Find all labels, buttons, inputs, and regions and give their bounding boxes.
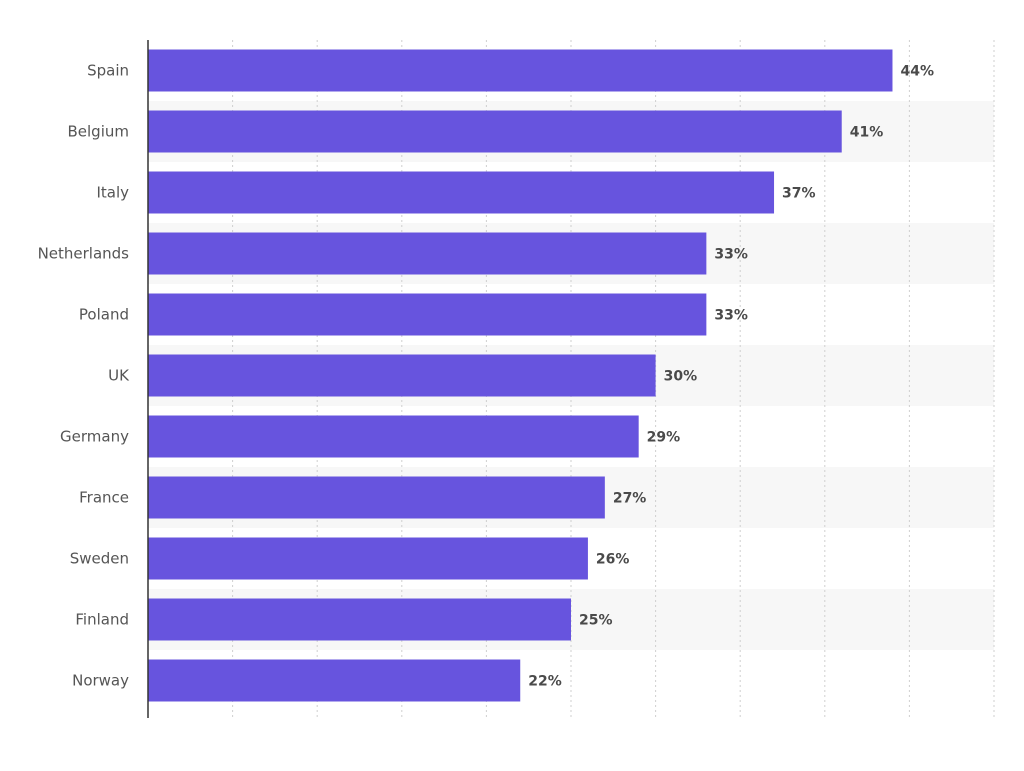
category-label-belgium: Belgium xyxy=(68,123,130,141)
value-label-sweden: 26% xyxy=(596,552,630,568)
category-label-spain: Spain xyxy=(87,62,129,80)
category-label-finland: Finland xyxy=(75,611,129,629)
bar-poland xyxy=(148,293,707,336)
bar-belgium xyxy=(148,110,842,153)
value-label-poland: 33% xyxy=(714,308,748,324)
bar-sweden xyxy=(148,537,588,580)
value-label-netherlands: 33% xyxy=(714,247,748,263)
bar-spain xyxy=(148,49,893,92)
bar-germany xyxy=(148,415,639,458)
value-label-germany: 29% xyxy=(647,430,681,446)
value-label-italy: 37% xyxy=(782,186,816,202)
category-label-germany: Germany xyxy=(60,428,129,446)
value-label-spain: 44% xyxy=(900,64,934,80)
bar-uk xyxy=(148,354,656,397)
bars xyxy=(148,49,893,702)
value-label-uk: 30% xyxy=(664,369,698,385)
bar-france xyxy=(148,476,605,519)
category-label-norway: Norway xyxy=(72,672,129,690)
value-label-norway: 22% xyxy=(528,674,562,690)
value-label-finland: 25% xyxy=(579,613,613,629)
value-label-france: 27% xyxy=(613,491,647,507)
value-labels: 44% 41% 37% 33% 33% 30% 29% 27% 26% 25% 22% xyxy=(528,64,934,690)
bar-italy xyxy=(148,171,775,214)
category-label-italy: Italy xyxy=(96,184,129,202)
category-label-france: France xyxy=(79,489,129,507)
bar-finland xyxy=(148,598,571,641)
category-label-poland: Poland xyxy=(79,306,129,324)
bar-norway xyxy=(148,659,521,702)
category-label-netherlands: Netherlands xyxy=(38,245,130,263)
value-label-belgium: 41% xyxy=(850,125,884,141)
bar-netherlands xyxy=(148,232,707,275)
category-label-uk: UK xyxy=(108,367,130,385)
category-labels: Spain Belgium Italy Netherlands Poland UK Germ… xyxy=(38,62,131,690)
category-label-sweden: Sweden xyxy=(70,550,129,568)
